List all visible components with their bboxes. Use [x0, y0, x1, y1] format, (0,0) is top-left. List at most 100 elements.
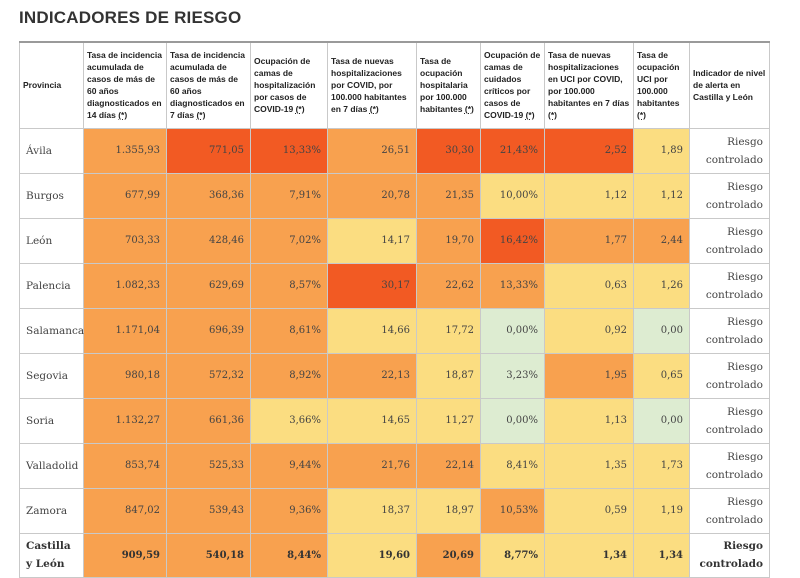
value-cell: 540,18 [166, 532, 251, 578]
table-row: Salamanca 1.171,04 696,39 8,61% 14,66 17,72 0,… [19, 307, 770, 354]
value-cell: 1,95 [544, 352, 634, 399]
footnote-link[interactable]: (*) [118, 110, 128, 121]
value-cell: 21,43% [480, 127, 545, 174]
value-cell: 3,66% [250, 397, 328, 444]
value-cell: 7,02% [250, 217, 328, 264]
value-cell: 677,99 [83, 172, 167, 219]
alert-level-cell: Riesgo controlado [689, 217, 770, 264]
value-cell: 18,87 [416, 352, 481, 399]
value-cell: 1,89 [633, 127, 690, 174]
column-header-label: Tasa de nuevas hospitalizaciones por COV… [331, 56, 407, 115]
value-cell: 1.082,33 [83, 262, 167, 309]
province-cell: Castilla y León [19, 532, 84, 578]
footnote-link[interactable]: (*) [637, 110, 646, 121]
value-cell: 2,44 [633, 217, 690, 264]
value-cell: 8,92% [250, 352, 328, 399]
value-cell: 1,35 [544, 442, 634, 489]
value-cell: 1,34 [544, 532, 634, 578]
table-row: Palencia 1.082,33 629,69 8,57% 30,17 22,62 13,… [19, 262, 770, 309]
province-cell: Palencia [19, 262, 84, 309]
province-cell: Valladolid [19, 442, 84, 489]
column-header-label: Provincia [23, 80, 62, 91]
value-cell: 0,65 [633, 352, 690, 399]
province-cell: Segovia [19, 352, 84, 399]
province-cell: León [19, 217, 84, 264]
alert-level-cell: Riesgo controlado [689, 397, 770, 444]
value-cell: 1,34 [633, 532, 690, 578]
value-cell: 7,91% [250, 172, 328, 219]
value-cell: 525,33 [166, 442, 251, 489]
alert-level-cell: Riesgo controlado [689, 172, 770, 219]
value-cell: 10,53% [480, 487, 545, 534]
value-cell: 0,00% [480, 397, 545, 444]
value-cell: 661,36 [166, 397, 251, 444]
value-cell: 20,78 [327, 172, 417, 219]
value-cell: 1,77 [544, 217, 634, 264]
page-title: INDICADORES DE RIESGO [19, 8, 242, 27]
table-row: Burgos 677,99 368,36 7,91% 20,78 21,35 10,00% 1… [19, 172, 770, 219]
risk-indicators-table: Provincia Tasa de incidencia acumulada de… [19, 41, 770, 578]
value-cell: 13,33% [250, 127, 328, 174]
value-cell: 1,19 [633, 487, 690, 534]
alert-level-cell: Riesgo controlado [689, 352, 770, 399]
value-cell: 703,33 [83, 217, 167, 264]
value-cell: 1,12 [544, 172, 634, 219]
value-cell: 14,66 [327, 307, 417, 354]
footnote-link[interactable]: (*) [525, 110, 535, 121]
value-cell: 3,23% [480, 352, 545, 399]
column-header-label: Tasa de incidencia acumulada de casos de… [87, 50, 162, 121]
value-cell: 980,18 [83, 352, 167, 399]
value-cell: 0,92 [544, 307, 634, 354]
value-cell: 18,37 [327, 487, 417, 534]
value-cell: 0,59 [544, 487, 634, 534]
value-cell: 0,00 [633, 307, 690, 354]
total-row: Castilla y León 909,59 540,18 8,44% 19,60 20,… [19, 532, 770, 578]
column-header-7: Tasa de nuevas hospitalizaciones en UCI … [544, 41, 634, 129]
value-cell: 1.355,93 [83, 127, 167, 174]
column-header-label: Indicador de nivel de alerta en Castilla… [693, 68, 766, 103]
value-cell: 20,69 [416, 532, 481, 578]
province-cell: Zamora [19, 487, 84, 534]
footnote-link[interactable]: (*) [196, 110, 206, 121]
table-row: Valladolid 853,74 525,33 9,44% 21,76 22,14 8,4… [19, 442, 770, 489]
column-header-8: Tasa de ocupación UCI por 100.000 habita… [633, 41, 690, 129]
value-cell: 13,33% [480, 262, 545, 309]
table-row: Zamora 847,02 539,43 9,36% 18,37 18,97 10,53% 0… [19, 487, 770, 534]
value-cell: 909,59 [83, 532, 167, 578]
value-cell: 22,14 [416, 442, 481, 489]
value-cell: 16,42% [480, 217, 545, 264]
value-cell: 1,13 [544, 397, 634, 444]
value-cell: 1.171,04 [83, 307, 167, 354]
footnote-link[interactable]: (*) [464, 104, 474, 115]
footnote-link[interactable]: (*) [295, 104, 305, 115]
province-cell: Soria [19, 397, 84, 444]
value-cell: 696,39 [166, 307, 251, 354]
alert-level-cell: Riesgo controlado [689, 532, 770, 578]
province-cell: Salamanca [19, 307, 84, 354]
value-cell: 572,32 [166, 352, 251, 399]
value-cell: 11,27 [416, 397, 481, 444]
column-header-label: Ocupación de camas de hospitalización po… [254, 56, 316, 115]
table-row: León 703,33 428,46 7,02% 14,17 19,70 16,42% 1,7… [19, 217, 770, 264]
value-cell: 14,65 [327, 397, 417, 444]
table-row: Soria 1.132,27 661,36 3,66% 14,65 11,27 0,00% 1… [19, 397, 770, 444]
province-cell: Ávila [19, 127, 84, 174]
value-cell: 26,51 [327, 127, 417, 174]
value-cell: 21,76 [327, 442, 417, 489]
value-cell: 428,46 [166, 217, 251, 264]
value-cell: 8,61% [250, 307, 328, 354]
table-row: Segovia 980,18 572,32 8,92% 22,13 18,87 3,23% 1… [19, 352, 770, 399]
footnote-link[interactable]: (*) [548, 110, 557, 121]
column-header-9: Indicador de nivel de alerta en Castilla… [689, 41, 770, 129]
value-cell: 30,30 [416, 127, 481, 174]
value-cell: 21,35 [416, 172, 481, 219]
value-cell: 8,57% [250, 262, 328, 309]
value-cell: 539,43 [166, 487, 251, 534]
header-row: Provincia Tasa de incidencia acumulada de… [19, 41, 770, 129]
column-header-1: Tasa de incidencia acumulada de casos de… [83, 41, 167, 129]
value-cell: 771,05 [166, 127, 251, 174]
column-header-label: Tasa de ocupación UCI por 100.000 habita… [637, 50, 680, 109]
alert-level-cell: Riesgo controlado [689, 442, 770, 489]
footnote-link[interactable]: (*) [369, 104, 379, 115]
table-header: Provincia Tasa de incidencia acumulada de… [19, 41, 770, 129]
